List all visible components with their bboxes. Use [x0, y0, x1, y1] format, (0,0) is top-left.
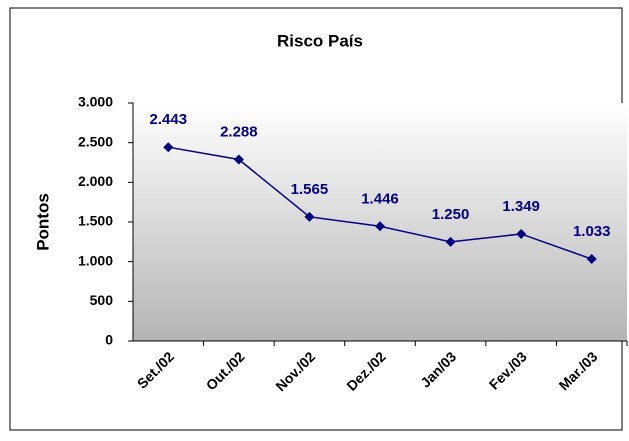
marker: [375, 221, 385, 232]
y-axis-label: Pontos: [33, 193, 52, 251]
data-label: 1.446: [361, 190, 399, 207]
y-tick-label: 2.500: [78, 133, 113, 149]
marker: [163, 142, 174, 153]
y-tick-label: 2.000: [78, 173, 113, 189]
y-tick-label: 0: [105, 332, 113, 348]
data-label: 1.565: [291, 181, 329, 198]
y-tick-label: 500: [90, 292, 114, 308]
y-tick-label: 1.500: [78, 213, 113, 229]
marker: [516, 228, 527, 239]
y-tick-label: 1.000: [78, 252, 113, 268]
data-label: 1.033: [573, 223, 611, 240]
data-label: 2.288: [220, 123, 258, 140]
chart-title: Risco País: [277, 31, 363, 50]
marker: [233, 154, 244, 165]
data-label: 1.250: [432, 206, 470, 223]
marker: [586, 254, 597, 265]
data-label: 2.443: [150, 111, 188, 128]
y-tick-label: 3.000: [78, 94, 113, 110]
marker: [445, 236, 456, 247]
data-label: 1.349: [502, 198, 540, 215]
marker: [304, 211, 315, 222]
